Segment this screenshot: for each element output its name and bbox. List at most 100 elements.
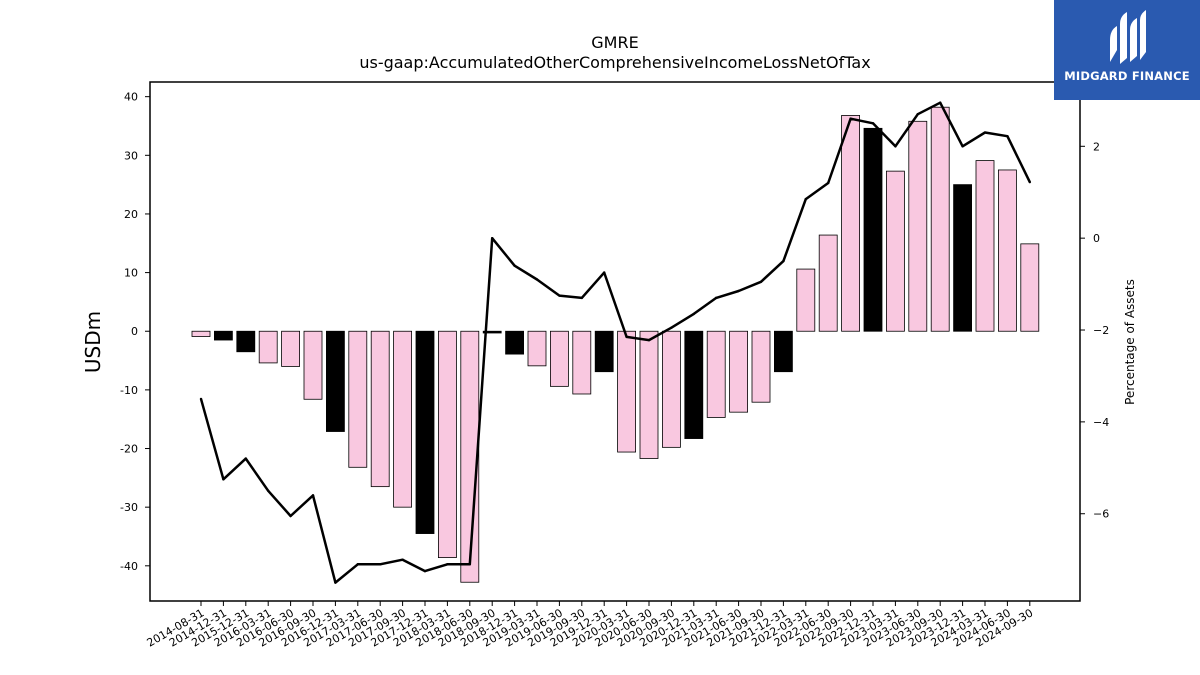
bar — [594, 330, 614, 373]
y-axis-title: USDm — [81, 311, 105, 373]
line-point — [535, 278, 539, 281]
line-point — [446, 563, 449, 566]
bar — [437, 330, 457, 559]
bar — [998, 169, 1017, 332]
bar — [953, 184, 972, 332]
bar — [258, 330, 278, 364]
line-point — [491, 236, 494, 240]
right-axis: −6 −4 −2 0 2 — [1080, 140, 1109, 521]
bar — [393, 330, 413, 508]
line-point — [267, 489, 270, 492]
left-axis: -40 -30 -20 -10 0 10 20 30 40 — [120, 91, 150, 573]
bar — [841, 115, 860, 332]
y2-tick-label: −6 — [1093, 508, 1109, 521]
line-point — [356, 563, 359, 566]
y2-tick-label: 0 — [1093, 232, 1100, 245]
line-point — [715, 296, 718, 300]
y2-axis-title: Percentage of Assets — [1123, 279, 1137, 405]
bar — [1020, 243, 1040, 332]
bar — [751, 330, 771, 403]
line-point — [1028, 180, 1032, 184]
bar-series — [191, 106, 1040, 583]
line-point — [199, 397, 203, 401]
line-point — [423, 569, 427, 573]
line-point — [670, 326, 673, 329]
line-point — [737, 289, 740, 293]
line-point — [939, 101, 942, 104]
bar — [818, 234, 838, 332]
line-point — [222, 478, 225, 481]
line-point — [513, 264, 516, 267]
bar — [930, 106, 950, 332]
chart-title: GMRE — [591, 33, 638, 52]
bar — [527, 330, 547, 367]
line-point — [827, 181, 830, 185]
line-point — [782, 259, 785, 263]
bar — [325, 330, 345, 432]
line-point — [983, 131, 987, 134]
bar — [505, 330, 525, 355]
bar — [213, 330, 233, 341]
y-tick-label: 30 — [124, 149, 138, 162]
line-point — [804, 197, 807, 201]
line-point — [468, 563, 471, 566]
y-tick-label: 40 — [124, 91, 138, 104]
bar — [774, 330, 793, 373]
line-point — [871, 122, 875, 125]
y2-tick-label: −4 — [1093, 416, 1109, 429]
y2-tick-label: −2 — [1093, 324, 1109, 337]
bar — [639, 330, 659, 459]
bar — [370, 330, 390, 488]
brand-logo: MIDGARD FINANCE — [1054, 0, 1200, 100]
line-point — [647, 338, 651, 342]
bar — [460, 330, 480, 583]
y-tick-label: -10 — [120, 384, 138, 397]
y-tick-label: -30 — [120, 501, 138, 514]
bar — [236, 330, 256, 353]
bar — [550, 330, 569, 387]
y-tick-label: -20 — [120, 443, 138, 456]
bar — [617, 330, 636, 453]
line-point — [625, 335, 628, 339]
bar — [662, 330, 681, 448]
line-point — [916, 112, 919, 116]
line-point — [580, 296, 583, 300]
chart-subtitle: us-gaap:AccumulatedOtherComprehensiveInc… — [359, 53, 870, 72]
bar — [908, 120, 928, 332]
plot-frame — [149, 81, 1081, 602]
logo-mark-icon — [1110, 10, 1146, 64]
bar — [863, 127, 883, 332]
bar — [706, 330, 726, 418]
line-point — [603, 271, 606, 274]
y2-tick-label: 2 — [1093, 140, 1100, 153]
line-point — [379, 563, 382, 566]
bar — [886, 170, 905, 332]
line-point — [759, 280, 763, 283]
line-point — [311, 494, 315, 497]
bar — [191, 330, 211, 337]
bar — [684, 330, 704, 439]
line-point — [849, 117, 852, 120]
line-point — [1006, 134, 1009, 138]
line-series — [199, 101, 1032, 584]
bar — [415, 330, 435, 534]
line-point — [244, 457, 247, 460]
logo-text: MIDGARD FINANCE — [1064, 69, 1190, 83]
bar — [303, 330, 323, 400]
line-point — [401, 558, 404, 561]
x-axis: 2014-08-312014-12-312015-12-312016-03-31… — [145, 601, 1035, 650]
y-tick-label: 20 — [124, 208, 138, 221]
bar — [975, 160, 995, 332]
bar — [572, 330, 592, 395]
line-point — [894, 145, 897, 148]
line-point — [961, 145, 964, 148]
bar — [796, 268, 816, 332]
y-tick-label: 0 — [131, 325, 138, 338]
y-tick-label: 10 — [124, 267, 138, 280]
bar — [281, 330, 301, 367]
line-point — [558, 294, 561, 297]
y-tick-label: -40 — [120, 560, 138, 573]
bar — [729, 330, 748, 413]
line-point — [289, 514, 292, 518]
